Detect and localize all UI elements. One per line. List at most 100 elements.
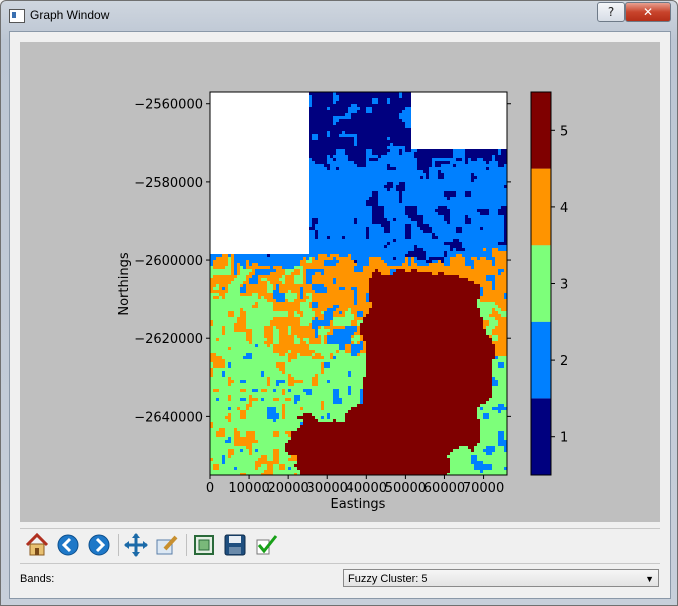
map-cell — [396, 119, 399, 122]
map-cell — [369, 209, 372, 212]
map-cell — [300, 290, 303, 293]
map-cell — [411, 197, 414, 200]
map-cell — [366, 167, 369, 170]
map-cell — [486, 311, 489, 314]
map-cell — [336, 218, 339, 221]
map-cell — [399, 119, 402, 122]
map-cell — [396, 95, 399, 98]
map-cell — [243, 263, 246, 266]
map-cell — [336, 236, 339, 239]
map-cell — [438, 293, 441, 296]
map-cell — [279, 266, 282, 269]
map-cell — [213, 260, 216, 263]
map-cell — [402, 275, 405, 278]
map-cell — [333, 170, 336, 173]
map-cell — [300, 257, 303, 260]
map-cell — [312, 272, 315, 275]
map-cell — [444, 230, 447, 233]
map-cell — [483, 194, 486, 197]
map-cell — [498, 296, 501, 299]
map-cell — [405, 263, 408, 266]
map-cell — [420, 299, 423, 302]
map-cell — [417, 290, 420, 293]
map-cell — [480, 272, 483, 275]
map-cell — [435, 188, 438, 191]
map-cell — [222, 275, 225, 278]
map-cell — [309, 203, 312, 206]
map-cell — [405, 149, 408, 152]
help-button[interactable]: ? — [597, 2, 625, 22]
map-cell — [393, 293, 396, 296]
map-cell — [501, 245, 504, 248]
map-cell — [315, 308, 318, 311]
map-cell — [348, 128, 351, 131]
map-cell — [312, 194, 315, 197]
map-cell — [480, 308, 483, 311]
map-cell — [360, 146, 363, 149]
map-cell — [354, 134, 357, 137]
map-cell — [486, 266, 489, 269]
map-cell — [369, 236, 372, 239]
map-cell — [420, 188, 423, 191]
map-cell — [324, 206, 327, 209]
map-cell — [504, 290, 507, 293]
map-cell — [375, 155, 378, 158]
map-cell — [441, 197, 444, 200]
map-cell — [444, 272, 447, 275]
map-cell — [312, 275, 315, 278]
map-cell — [477, 215, 480, 218]
map-cell — [483, 293, 486, 296]
map-cell — [390, 284, 393, 287]
map-cell — [420, 305, 423, 308]
map-cell — [474, 308, 477, 311]
map-cell — [456, 242, 459, 245]
title-bar[interactable]: Graph Window ? ✕ — [1, 1, 677, 31]
map-cell — [408, 104, 411, 107]
map-cell — [408, 272, 411, 275]
map-cell — [402, 176, 405, 179]
map-cell — [348, 179, 351, 182]
map-cell — [396, 224, 399, 227]
map-cell — [405, 128, 408, 131]
map-cell — [360, 305, 363, 308]
map-cell — [375, 221, 378, 224]
map-cell — [237, 278, 240, 281]
map-cell — [249, 305, 252, 308]
map-cell — [393, 203, 396, 206]
map-cell — [381, 239, 384, 242]
map-cell — [369, 296, 372, 299]
map-cell — [444, 206, 447, 209]
map-cell — [501, 275, 504, 278]
map-cell — [504, 212, 507, 215]
map-cell — [381, 284, 384, 287]
map-cell — [390, 254, 393, 257]
map-cell — [498, 185, 501, 188]
map-cell — [420, 287, 423, 290]
map-cell — [438, 182, 441, 185]
map-cell — [501, 236, 504, 239]
map-cell — [396, 239, 399, 242]
map-cell — [495, 203, 498, 206]
map-cell — [282, 254, 285, 257]
map-cell — [495, 281, 498, 284]
map-cell — [399, 230, 402, 233]
map-cell — [408, 179, 411, 182]
map-cell — [495, 245, 498, 248]
map-cell — [348, 311, 351, 314]
map-cell — [339, 299, 342, 302]
map-cell — [264, 302, 267, 305]
map-cell — [375, 179, 378, 182]
map-cell — [372, 146, 375, 149]
map-cell — [354, 152, 357, 155]
map-cell — [498, 236, 501, 239]
map-cell — [483, 206, 486, 209]
close-button[interactable]: ✕ — [625, 2, 671, 22]
map-cell — [390, 146, 393, 149]
plot-canvas[interactable]: −2560000 −2580000 −2600000 −2620000 −2640000… — [20, 42, 660, 522]
map-cell — [411, 200, 414, 203]
map-cell — [363, 122, 366, 125]
map-cell — [474, 245, 477, 248]
map-cell — [318, 146, 321, 149]
map-cell — [285, 299, 288, 302]
map-cell — [432, 266, 435, 269]
